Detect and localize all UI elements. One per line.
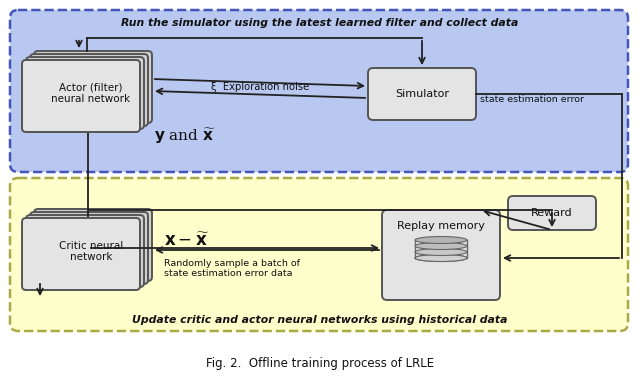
Ellipse shape xyxy=(415,243,467,250)
Text: Simulator: Simulator xyxy=(395,89,449,99)
FancyBboxPatch shape xyxy=(508,196,596,230)
Text: Replay memory: Replay memory xyxy=(397,221,485,231)
Text: Actor (filter)
neural network: Actor (filter) neural network xyxy=(51,83,131,104)
Text: ξ  Exploration noise: ξ Exploration noise xyxy=(211,82,309,92)
Ellipse shape xyxy=(415,255,467,261)
FancyBboxPatch shape xyxy=(26,57,144,129)
FancyBboxPatch shape xyxy=(30,54,148,126)
FancyBboxPatch shape xyxy=(34,51,152,123)
Text: Run the simulator using the latest learned filter and collect data: Run the simulator using the latest learn… xyxy=(122,18,518,28)
Text: Critic neural
network: Critic neural network xyxy=(59,241,123,262)
FancyBboxPatch shape xyxy=(10,10,628,172)
Ellipse shape xyxy=(415,255,467,261)
Text: Reward: Reward xyxy=(531,208,573,218)
FancyBboxPatch shape xyxy=(34,209,152,281)
FancyBboxPatch shape xyxy=(22,60,140,132)
FancyBboxPatch shape xyxy=(382,210,500,300)
Text: $\mathbf{y}$ and $\mathbf{\widetilde{x}}$: $\mathbf{y}$ and $\mathbf{\widetilde{x}}… xyxy=(154,126,216,146)
FancyBboxPatch shape xyxy=(368,68,476,120)
FancyBboxPatch shape xyxy=(10,178,628,331)
Ellipse shape xyxy=(415,249,467,256)
Ellipse shape xyxy=(415,237,467,244)
Text: Randomly sample a batch of
state estimation error data: Randomly sample a batch of state estimat… xyxy=(164,259,300,278)
Text: Fig. 2.  Offline training process of LRLE: Fig. 2. Offline training process of LRLE xyxy=(206,358,434,370)
Text: Update critic and actor neural networks using historical data: Update critic and actor neural networks … xyxy=(132,315,508,325)
FancyBboxPatch shape xyxy=(30,212,148,284)
Text: state estimation error: state estimation error xyxy=(480,96,584,105)
FancyBboxPatch shape xyxy=(26,215,144,287)
Text: $\mathbf{x} - \mathbf{\widetilde{x}}$: $\mathbf{x} - \mathbf{\widetilde{x}}$ xyxy=(164,232,209,250)
FancyBboxPatch shape xyxy=(22,218,140,290)
